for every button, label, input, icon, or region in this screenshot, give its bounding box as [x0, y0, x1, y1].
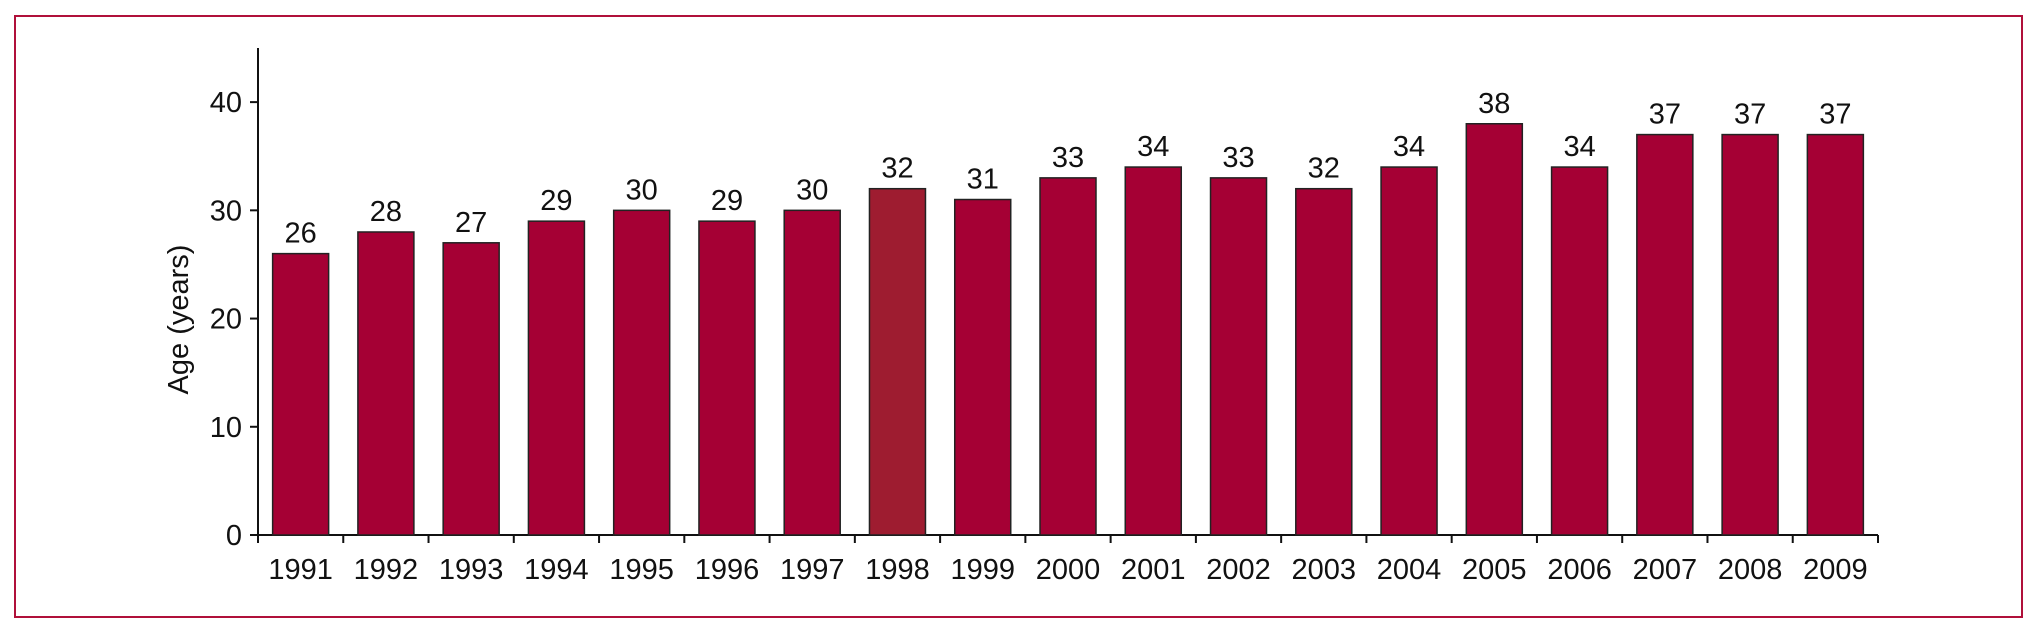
data-label-1997: 30 — [796, 174, 828, 206]
data-label-1998: 32 — [881, 153, 913, 185]
bar-2004 — [1380, 166, 1438, 536]
x-tick-label: 2003 — [1292, 554, 1357, 586]
x-tick-label: 1996 — [695, 554, 760, 586]
bar-2002 — [1209, 177, 1268, 536]
x-tick-label: 2007 — [1633, 554, 1698, 586]
bar-1996 — [698, 220, 756, 536]
x-tick-label: 2004 — [1377, 554, 1442, 586]
y-tick-label: 0 — [226, 520, 242, 552]
x-tick-label: 1994 — [524, 554, 589, 586]
x-tick-label: 1997 — [780, 554, 845, 586]
bar-2008 — [1721, 133, 1779, 536]
y-tick-label: 20 — [210, 304, 242, 336]
bar-2006 — [1550, 166, 1609, 536]
data-label-1999: 31 — [967, 164, 999, 196]
bar-1998 — [868, 187, 927, 536]
data-label-2009: 37 — [1819, 99, 1851, 131]
data-label-1991: 26 — [284, 218, 316, 250]
data-label-2008: 37 — [1734, 99, 1766, 131]
data-label-2007: 37 — [1649, 99, 1681, 131]
bar-2001 — [1124, 166, 1183, 536]
y-ticks: 0 10 20 30 40 — [210, 87, 258, 552]
chart-frame — [14, 15, 2023, 618]
x-tick-label: 2008 — [1718, 554, 1783, 586]
x-tick-label: 1999 — [950, 554, 1015, 586]
bar-2007 — [1636, 133, 1694, 536]
data-label-1996: 29 — [711, 185, 743, 217]
data-label-1994: 29 — [540, 185, 572, 217]
x-tick-label: 2000 — [1036, 554, 1101, 586]
bar-2005 — [1465, 123, 1524, 536]
y-axis-label: Age (years) — [163, 245, 195, 395]
bar-1993 — [442, 242, 500, 536]
bar-1997 — [783, 209, 841, 536]
x-tick-label: 1998 — [865, 554, 930, 586]
x-tick-label: 1992 — [354, 554, 419, 586]
data-label-1992: 28 — [370, 196, 402, 228]
bar-1999 — [953, 198, 1012, 536]
data-label-2006: 34 — [1563, 131, 1595, 163]
y-tick-label: 30 — [210, 195, 242, 227]
data-label-1995: 30 — [626, 174, 658, 206]
data-label-2001: 34 — [1137, 131, 1169, 163]
bar-1992 — [357, 231, 415, 536]
data-label-2003: 32 — [1308, 153, 1340, 185]
data-label-2000: 33 — [1052, 142, 1084, 174]
x-tick-label: 2001 — [1121, 554, 1186, 586]
x-tick-label: 2002 — [1206, 554, 1271, 586]
y-tick-label: 40 — [210, 87, 242, 119]
x-tick-label: 1991 — [268, 554, 333, 586]
bars — [271, 123, 1865, 536]
bar-1994 — [527, 220, 586, 536]
data-label-1993: 27 — [455, 207, 487, 239]
value-labels: 26 28 27 29 30 29 30 32 31 33 34 33 32 34 38 34 37 37 37 — [284, 88, 1851, 250]
x-ticks: 1991 1992 1993 1994 1995 1996 1997 1998 1999 2000… — [257, 535, 1879, 586]
data-label-2002: 33 — [1222, 142, 1254, 174]
x-tick-label: 2006 — [1547, 554, 1612, 586]
data-label-2004: 34 — [1393, 131, 1425, 163]
bar-1991 — [271, 252, 330, 536]
x-tick-label: 1993 — [439, 554, 504, 586]
y-tick-label: 10 — [210, 412, 242, 444]
bar-2009 — [1806, 133, 1865, 536]
bar-2003 — [1295, 187, 1353, 536]
x-tick-label: 2009 — [1803, 554, 1868, 586]
data-label-2005: 38 — [1478, 88, 1510, 120]
x-tick-label: 2005 — [1462, 554, 1527, 586]
bar-1995 — [612, 209, 671, 536]
x-tick-label: 1995 — [609, 554, 674, 586]
bar-2000 — [1039, 177, 1097, 536]
